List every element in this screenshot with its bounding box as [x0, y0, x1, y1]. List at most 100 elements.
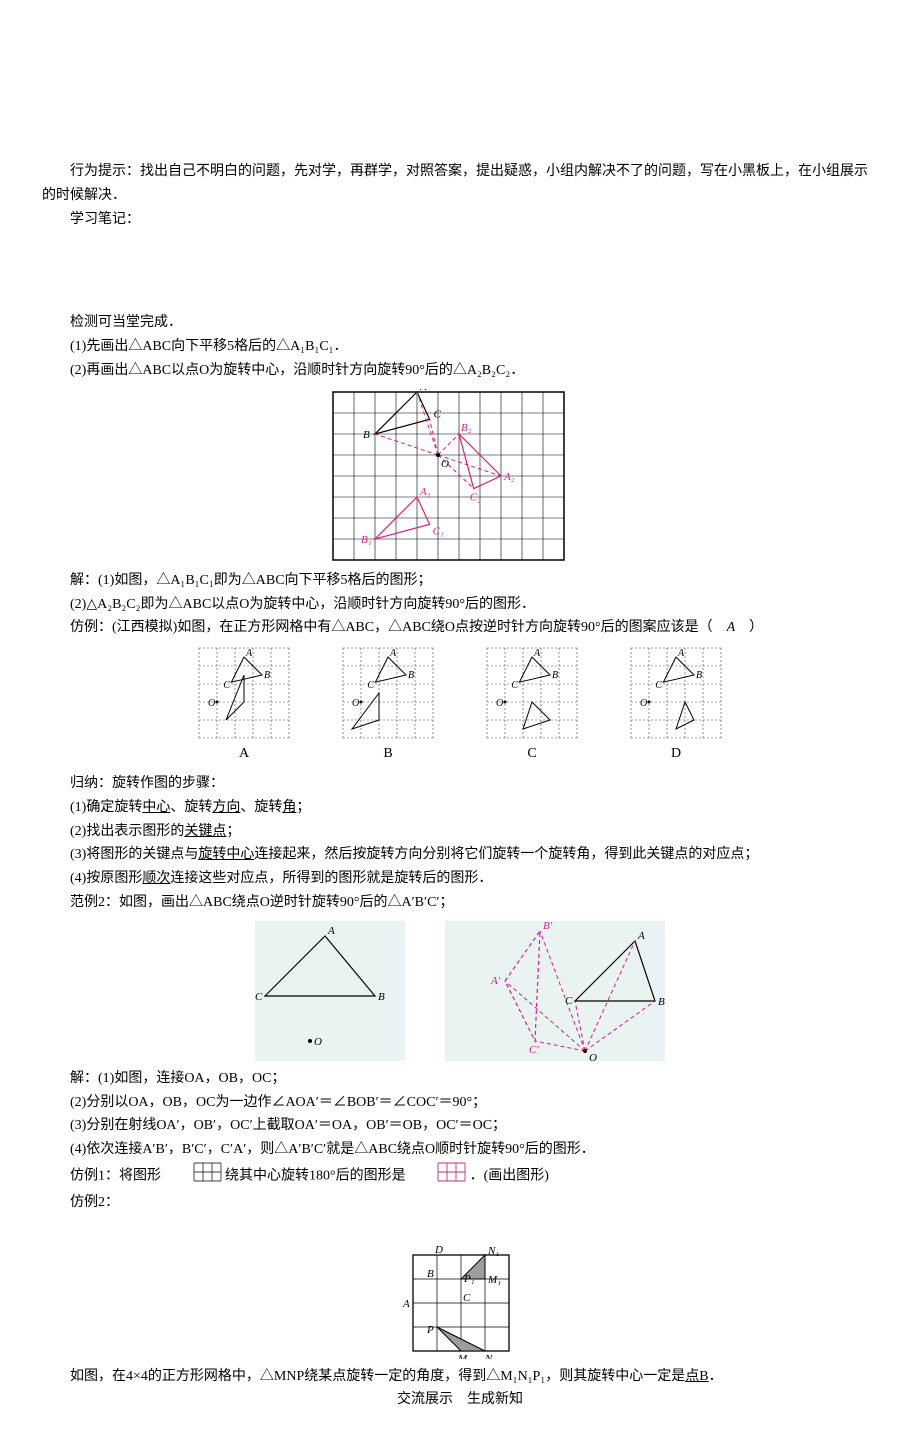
- mc-tile-b: ABCO: [341, 646, 435, 740]
- svg-text:B₂: B₂: [461, 422, 472, 434]
- mc-tile-c: AB CO: [485, 646, 579, 740]
- svg-text:B: B: [552, 670, 558, 681]
- svg-text:A: A: [389, 648, 397, 659]
- svg-text:O: O: [314, 1036, 322, 1048]
- imit2-a: 如图，在4×4的正方形网格中，△MNP绕某点旋转一定的角度，得到△M₁N₁P₁，…: [70, 1369, 685, 1384]
- sol1-line1: 解：(1)如图，△A₁B₁C₁即为△ABC向下平移5格后的图形；: [42, 569, 878, 593]
- svg-text:A: A: [245, 648, 253, 659]
- summary-s1: (1)确定旋转中心、旋转方向、旋转角；: [42, 796, 878, 820]
- mc-stem-prefix: 仿例：(江西模拟)如图，在正方形网格中有△ABC，△ABC绕O点按逆时针方向旋转…: [70, 620, 727, 635]
- svg-text:O: O: [441, 458, 449, 470]
- svg-text:M: M: [457, 1353, 468, 1359]
- mc-stem: 仿例：(江西模拟)如图，在正方形网格中有△ABC，△ABC绕O点按逆时针方向旋转…: [42, 616, 878, 640]
- svg-text:C: C: [463, 1292, 471, 1304]
- sol1-line2: (2)△A₂B₂C₂即为△ABC以点O为旋转中心，沿顺时针方向旋转90°后的图形…: [42, 593, 878, 617]
- imit2-head: 仿例2：: [42, 1191, 878, 1215]
- svg-text:C: C: [433, 408, 441, 420]
- svg-text:B′: B′: [543, 921, 553, 932]
- s2b: 关键点: [184, 824, 226, 839]
- check-q2: (2)再画出△ABC以点O为旋转中心，沿顺时针方向旋转90°后的△A₂B₂C₂．: [42, 359, 878, 383]
- mc-answer: A: [727, 620, 736, 635]
- ex2-l4: (4)依次连接A′B′，B′C′，C′A′，则△A′B′C′就是△ABC绕点O顺…: [42, 1138, 878, 1162]
- svg-text:C′: C′: [529, 1044, 539, 1056]
- svg-text:A: A: [402, 1298, 410, 1310]
- svg-text:O: O: [208, 698, 215, 709]
- s1d: 方向: [212, 800, 240, 815]
- check-q1: (1)先画出△ABC向下平移5格后的△A₁B₁C₁．: [42, 335, 878, 359]
- imit1-line: 仿例1：将图形 绕其中心旋转180°后的图形是 ．(画出图形): [42, 1162, 878, 1191]
- notes-label: 学习笔记：: [42, 208, 878, 232]
- svg-text:A₂: A₂: [503, 471, 515, 483]
- svg-text:C: C: [511, 680, 518, 691]
- svg-text:C₂: C₂: [469, 491, 480, 503]
- svg-text:C₁: C₁: [432, 525, 443, 537]
- mc-stem-suffix: ）: [735, 620, 763, 635]
- s3c: 连接起来，然后按旋转方向分别将它们旋转一个旋转角，得到此关键点的对应点；: [254, 847, 758, 862]
- shape-in-icon: [193, 1162, 222, 1182]
- svg-text:D: D: [434, 1244, 443, 1256]
- svg-text:C: C: [565, 995, 573, 1007]
- mc-option-c: ABCO C: [485, 646, 579, 766]
- s1f: 角: [282, 800, 296, 815]
- s1e: 、旋转: [240, 800, 282, 815]
- s1c: 、旋转: [170, 800, 212, 815]
- svg-text:B: B: [658, 996, 665, 1008]
- mc-label-c: C: [527, 742, 536, 766]
- summary-s2: (2)找出表示图形的关键点；: [42, 820, 878, 844]
- imit2-b: 点B: [685, 1369, 708, 1384]
- s2a: (2)找出表示图形的: [70, 824, 184, 839]
- mc-options-row: ABCO A ABCO B ABCO C ABCO D: [42, 646, 878, 766]
- summary-head: 归纳：旋转作图的步骤：: [42, 772, 878, 796]
- svg-text:N: N: [484, 1353, 493, 1359]
- svg-text:B: B: [696, 670, 702, 681]
- svg-text:N₁: N₁: [487, 1245, 499, 1257]
- svg-text:A: A: [637, 930, 645, 942]
- svg-text:A: A: [677, 648, 685, 659]
- svg-text:M₁: M₁: [487, 1274, 501, 1286]
- mc-tile-d: ABCO: [629, 646, 723, 740]
- ex2-l2: (2)分别以OA，OB，OC为一边作∠AOA′＝∠BOB′＝∠COC′＝90°；: [42, 1091, 878, 1115]
- svg-text:O: O: [589, 1052, 597, 1061]
- diagram-mnp-svg: A B C D P M N P₁ M₁ N₁: [386, 1221, 534, 1359]
- ex2-l1: 解：(1)如图，连接OA，OB，OC；: [42, 1067, 878, 1091]
- svg-text:A: A: [327, 925, 335, 937]
- imit2-figure: A B C D P M N P₁ M₁ N₁: [42, 1221, 878, 1359]
- svg-text:P₁: P₁: [463, 1273, 475, 1285]
- s1b: 中心: [142, 800, 170, 815]
- svg-text:O: O: [496, 698, 503, 709]
- behavior-hint: 行为提示：找出自己不明白的问题，先对学，再群学，对照答案，提出疑惑，小组内解决不…: [42, 160, 878, 208]
- imit1-c: ．(画出图形): [470, 1169, 549, 1184]
- svg-text:A: A: [533, 648, 541, 659]
- mc-option-d: ABCO D: [629, 646, 723, 766]
- svg-text:B: B: [408, 670, 414, 681]
- mc-label-d: D: [671, 742, 681, 766]
- mc-tile-a: ABCO: [197, 646, 291, 740]
- svg-text:B₁: B₁: [361, 534, 372, 546]
- s4a: (4)按原图形: [70, 871, 142, 886]
- s1g: ；: [296, 800, 310, 815]
- footer-line: 交流展示 生成新知: [42, 1388, 878, 1412]
- svg-text:O: O: [352, 698, 359, 709]
- ex2-left-svg: ABCO: [255, 921, 405, 1061]
- imit1-a: 仿例1：将图形: [70, 1169, 161, 1184]
- s3b: 旋转中心: [198, 847, 254, 862]
- mc-label-a: A: [239, 742, 249, 766]
- ex2-stem: 范例2：如图，画出△ABC绕点O逆时针旋转90°后的△A′B′C′；: [42, 891, 878, 915]
- s4b: 顺次: [142, 871, 170, 886]
- svg-text:B: B: [264, 670, 270, 681]
- svg-text:P: P: [426, 1324, 434, 1336]
- s2c: ；: [226, 824, 240, 839]
- s3a: (3)将图形的关键点与: [70, 847, 198, 862]
- svg-text:B: B: [427, 1268, 434, 1280]
- ex2-right-svg: ABCOA′B′C′: [445, 921, 665, 1061]
- mc-option-a: ABCO A: [197, 646, 291, 766]
- svg-text:C: C: [255, 991, 263, 1003]
- summary-s4: (4)按原图形顺次连接这些对应点，所得到的图形就是旋转后的图形．: [42, 867, 878, 891]
- s1a: (1)确定旋转: [70, 800, 142, 815]
- ex2-figure-row: ABCO ABCOA′B′C′: [42, 921, 878, 1061]
- s4c: 连接这些对应点，所得到的图形就是旋转后的图形．: [170, 871, 492, 886]
- mc-label-b: B: [383, 742, 392, 766]
- svg-text:A₁: A₁: [419, 486, 431, 498]
- ex2-l3: (3)分别在射线OA′，OB′，OC′上截取OA′＝OA，OB′＝OB，OC′＝…: [42, 1114, 878, 1138]
- shape-out-icon: [437, 1162, 466, 1182]
